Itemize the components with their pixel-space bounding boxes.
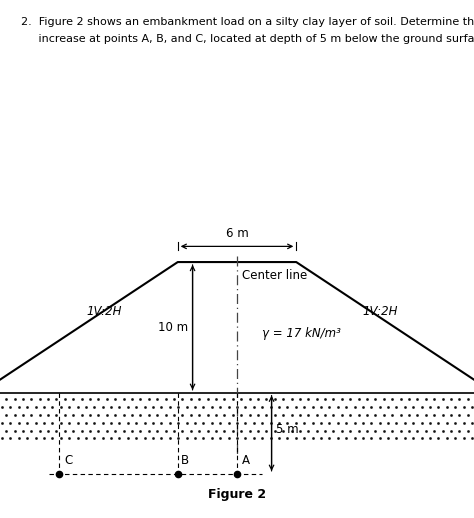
Text: Center line: Center line bbox=[242, 269, 307, 282]
Text: C: C bbox=[64, 454, 73, 467]
Text: 6 m: 6 m bbox=[226, 227, 248, 240]
Text: γ = 17 kN/m³: γ = 17 kN/m³ bbox=[262, 327, 340, 340]
Text: increase at points A, B, and C, located at depth of 5 m below the ground surface: increase at points A, B, and C, located … bbox=[21, 34, 474, 44]
Text: Figure 2: Figure 2 bbox=[208, 488, 266, 501]
Text: 5 m: 5 m bbox=[276, 423, 299, 436]
Text: 2.  Figure 2 shows an embankment load on a silty clay layer of soil. Determine t: 2. Figure 2 shows an embankment load on … bbox=[21, 17, 474, 26]
Text: 1V:2H: 1V:2H bbox=[86, 305, 121, 318]
Text: 10 m: 10 m bbox=[158, 321, 189, 334]
Text: B: B bbox=[181, 454, 189, 467]
Text: A: A bbox=[242, 454, 250, 467]
Text: 1V:2H: 1V:2H bbox=[363, 305, 398, 318]
